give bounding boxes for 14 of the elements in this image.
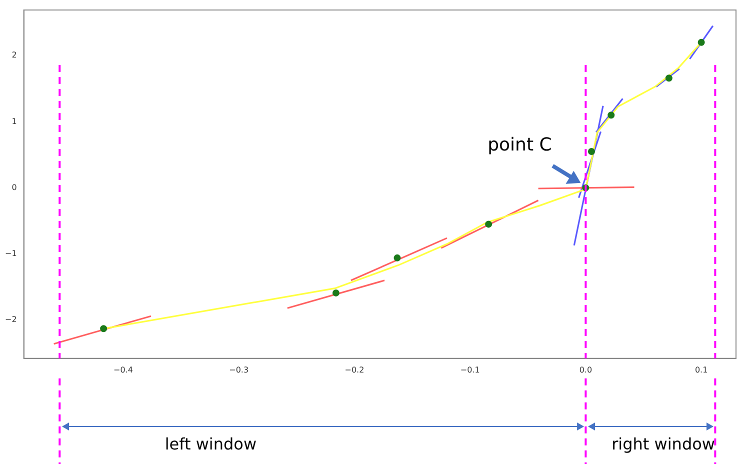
x-tick-label: −0.3 — [229, 365, 249, 374]
x-tick-label: 0.1 — [694, 365, 708, 374]
text: right window — [612, 434, 715, 454]
y-tick-label: 2 — [12, 50, 17, 60]
x-tick-label: −0.2 — [344, 365, 364, 374]
y-tick-label: −2 — [4, 315, 17, 324]
annotation: point C — [488, 134, 552, 156]
x-tick-label: −0.1 — [460, 365, 480, 374]
x-tick-label: −0.4 — [114, 365, 133, 374]
y-tick-label: 1 — [12, 116, 17, 126]
y-tick-label: 0 — [12, 182, 17, 192]
y-tick-label: −1 — [4, 249, 17, 258]
x-tick-label: 0.0 — [579, 365, 592, 374]
text: left window — [164, 434, 257, 454]
